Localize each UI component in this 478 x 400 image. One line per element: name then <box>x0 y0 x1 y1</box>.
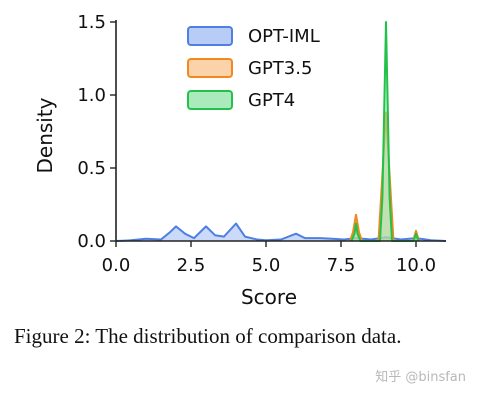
legend-label-gpt4: GPT4 <box>248 90 295 111</box>
y-tick-label: 1.5 <box>77 12 106 33</box>
x-axis-label: Score <box>241 285 297 309</box>
x-tick-label: 0.0 <box>102 255 131 276</box>
legend: OPT-IML GPT3.5 GPT4 <box>187 26 320 111</box>
area-opt-iml <box>116 223 446 241</box>
density-chart: 0.0 2.5 5.0 7.5 10.0 0.0 0.5 1.0 1.5 Score Density… <box>33 12 447 309</box>
axes: 0.0 2.5 5.0 7.5 10.0 0.0 0.5 1.0 1.5 Score Density <box>33 12 446 309</box>
area-gpt4 <box>351 22 419 241</box>
x-tick-label: 10.0 <box>396 255 436 276</box>
plot-area <box>115 21 447 242</box>
y-axis-label: Density <box>33 97 57 173</box>
watermark: 知乎 @binsfan <box>375 370 466 385</box>
legend-label-gpt3-5: GPT3.5 <box>248 58 312 79</box>
y-tick-label: 0.5 <box>77 158 106 179</box>
legend-swatch-gpt4 <box>187 90 233 110</box>
x-tick-label: 7.5 <box>327 255 356 276</box>
legend-swatch-gpt3-5 <box>187 58 233 78</box>
x-tick-label: 5.0 <box>252 255 281 276</box>
x-tick-label: 2.5 <box>177 255 206 276</box>
figure-caption: Figure 2: The distribution of comparison… <box>14 324 402 348</box>
y-tick-label: 0.0 <box>77 231 106 252</box>
y-tick-label: 1.0 <box>77 85 106 106</box>
legend-swatch-opt-iml <box>187 26 233 46</box>
legend-label-opt-iml: OPT-IML <box>248 26 320 47</box>
